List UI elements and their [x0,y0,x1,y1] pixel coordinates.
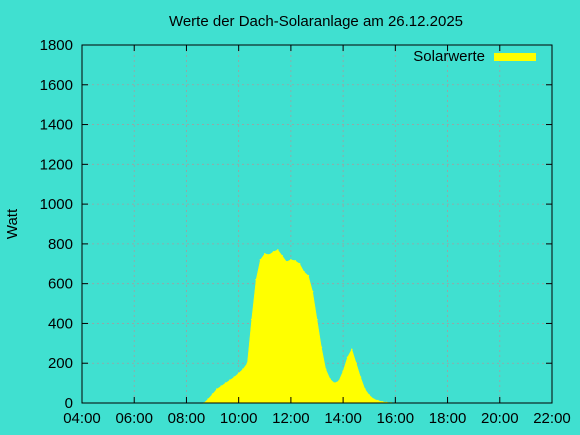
data-point [324,368,327,371]
legend-swatch-solarwerte [494,53,536,61]
x-tick-label: 18:00 [429,410,467,427]
y-tick-label: 1600 [40,77,73,94]
data-point [290,259,292,261]
x-tick-label: 22:00 [533,410,571,427]
data-point [303,270,305,273]
data-point [229,379,231,381]
data-point [329,378,331,380]
data-point [207,398,209,400]
y-tick-label: 600 [48,276,73,293]
chart-title: Werte der Dach-Solaranlage am 26.12.2025 [169,13,463,30]
data-point [368,394,371,396]
data-point [224,382,227,384]
data-point [359,376,362,378]
legend-label-solarwerte: Solarwerte [413,48,485,65]
y-tick-label: 200 [48,355,73,372]
data-point [277,249,279,251]
y-tick-label: 1400 [40,117,73,134]
data-point [268,254,270,256]
data-point [294,260,297,262]
y-tick-label: 400 [48,315,73,332]
data-point [246,362,249,365]
axes: 0 200 400 600 800 1000 1200 1400 1600 1800 04:00 06… [40,37,571,427]
x-tick-label: 10:00 [220,410,258,427]
data-point [255,278,257,281]
data-point [342,370,344,373]
data-point [311,290,314,293]
x-tick-label: 06:00 [115,410,153,427]
y-axis-label: Watt [4,208,21,239]
y-tick-label: 0 [65,395,73,412]
data-point [285,261,288,263]
legend: Solarwerte [413,48,536,65]
data-point [237,372,240,375]
x-tick-label: 08:00 [168,410,206,427]
y-tick-label: 1000 [40,196,73,213]
series-area-solarwerte [203,249,396,404]
x-tick-label: 20:00 [481,410,519,427]
data-point [216,388,218,390]
data-point [233,376,236,378]
y-tick-label: 1800 [40,37,73,54]
data-point [351,348,353,351]
data-point [381,401,384,403]
data-point [333,382,336,384]
x-tick-label: 12:00 [272,410,310,427]
y-tick-label: 800 [48,236,73,253]
data-point [272,251,275,253]
plot-border [81,44,553,404]
data-point [220,385,223,387]
data-point [346,356,349,359]
x-tick-label: 16:00 [377,410,415,427]
data-point [281,255,284,257]
data-point [211,393,214,395]
data-point [242,368,244,371]
data-point [264,253,266,255]
data-point [364,388,366,390]
data-point [377,399,379,402]
data-point [320,346,323,349]
series-layer [203,249,397,404]
data-point [316,318,318,321]
data-point [298,263,301,265]
x-tick-label: 14:00 [324,410,362,427]
data-point [372,398,375,400]
data-point [355,362,358,365]
x-tick-label: 04:00 [63,410,101,427]
data-point [338,380,340,382]
data-point [250,318,253,321]
data-point [307,274,310,277]
y-tick-label: 1200 [40,156,73,173]
data-point [259,259,262,261]
